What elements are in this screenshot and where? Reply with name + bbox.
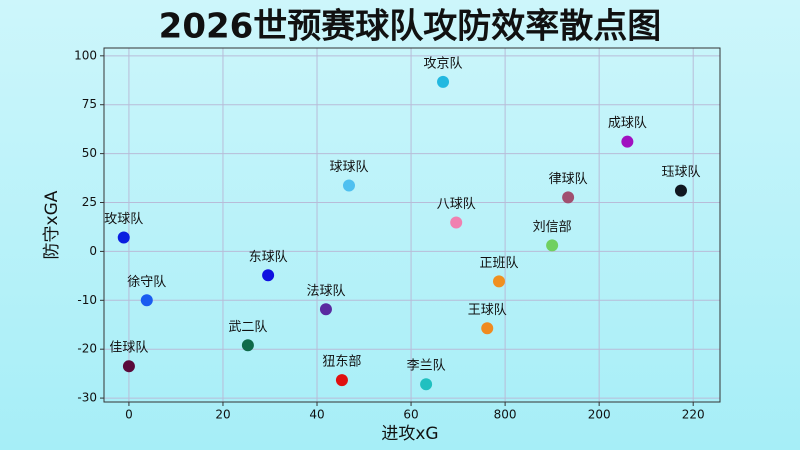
point-label: 徐守队 [127,275,166,290]
point [674,184,687,197]
point [481,322,494,335]
point-label: 王球队 [468,303,507,318]
point-label: 球球队 [329,160,368,175]
point-label: 玫球队 [104,212,143,227]
point-label: 武二队 [228,320,267,335]
point [117,231,130,244]
point-label: 东球队 [249,250,288,265]
x-axis-label: 进攻xG [381,424,438,444]
point-label: 成球队 [608,116,647,131]
point [562,191,575,204]
point [437,75,450,88]
point [122,360,135,373]
chart-title: 2026世预赛球队攻防效率散点图 [159,7,662,47]
point-label: 佳球队 [109,341,148,356]
point-label: 李兰队 [407,359,446,374]
y-tick-label: 75 [82,97,97,111]
point-label: 律球队 [549,172,588,187]
y-tick-label: -20 [77,342,97,356]
point [241,339,254,352]
x-tick-label: 0 [125,408,133,422]
point-label: 正班队 [479,256,518,271]
point [492,275,505,288]
x-tick-label: 20 [215,408,230,422]
point [342,179,355,192]
point-label: 珏球队 [661,165,700,180]
y-tick-label: 0 [89,244,97,258]
point-label: 狃东部 [322,355,361,370]
point [335,374,348,387]
point [450,216,463,229]
point [420,378,433,391]
point [262,269,275,282]
y-tick-label: -30 [77,391,97,405]
y-tick-label: -10 [77,293,97,307]
point [140,294,153,307]
x-tick-label: 60 [403,408,418,422]
y-tick-label: 100 [74,48,97,62]
y-tick-label: 25 [82,195,97,209]
point-label: 八球队 [437,197,476,212]
x-tick-label: 220 [682,408,705,422]
point-label: 刘信部 [533,220,572,235]
point-label: 法球队 [306,284,345,299]
y-tick-label: 50 [82,146,97,160]
x-tick-label: 800 [494,408,517,422]
plot-frame [103,47,721,403]
x-tick-label: 200 [588,408,611,422]
point [319,303,332,316]
x-tick-label: 40 [309,408,324,422]
y-axis-label: 防守xGA [42,190,62,259]
point [621,135,634,148]
point [546,239,559,252]
point-label: 攻京队 [424,56,463,71]
